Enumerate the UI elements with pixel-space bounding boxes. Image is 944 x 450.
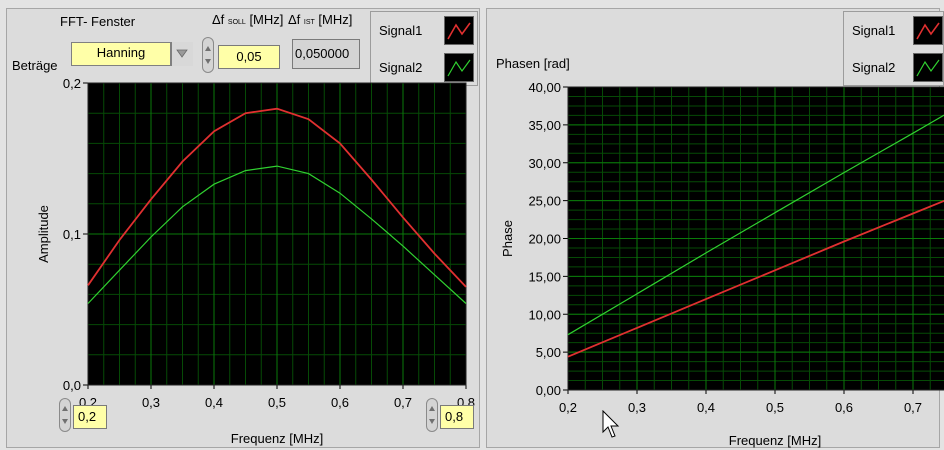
y-tick-label: 20,00 bbox=[528, 232, 561, 247]
y-tick-label: 25,00 bbox=[528, 194, 561, 209]
x-tick-label: 0,3 bbox=[142, 395, 160, 410]
y-tick-label: 5,00 bbox=[536, 345, 561, 360]
y-tick-label: 40,00 bbox=[528, 80, 561, 95]
x-tick-label: 0,5 bbox=[766, 400, 784, 415]
legend-item-signal2[interactable]: Signal2 bbox=[844, 50, 943, 86]
delta-f-soll-input[interactable]: 0,05 bbox=[218, 45, 280, 69]
y-tick-label: 0,1 bbox=[63, 227, 81, 242]
x-tick-label: 0,7 bbox=[904, 400, 922, 415]
x-tick-label: 0,4 bbox=[697, 400, 715, 415]
plot-frame bbox=[87, 82, 467, 386]
x-tick-label: 0,7 bbox=[394, 395, 412, 410]
y-tick-label: 30,00 bbox=[528, 156, 561, 171]
fft-window-ring[interactable]: Hanning bbox=[71, 42, 171, 66]
y-axis-label: Amplitude bbox=[36, 205, 51, 263]
x-axis-label: Frequenz [MHz] bbox=[231, 431, 323, 446]
amplitude-chart: 0,2 0,3 0,4 0,5 0,6 0,7 0,8 0,0 0,1 0,2 Frequenz [… bbox=[36, 76, 475, 446]
mouse-cursor-icon bbox=[602, 410, 620, 438]
y-tick-label: 0,0 bbox=[63, 378, 81, 393]
x-tick-label: 0,6 bbox=[331, 395, 349, 410]
chevron-down-icon bbox=[176, 49, 188, 58]
fft-window-dropdown-arrow[interactable] bbox=[171, 42, 193, 66]
spinner-arrows-icon bbox=[62, 406, 68, 424]
y-tick-label: 0,2 bbox=[63, 76, 81, 91]
x-tick-label: 0,6 bbox=[835, 400, 853, 415]
spinner-arrows-icon bbox=[429, 406, 435, 424]
signal1-line-icon bbox=[913, 16, 943, 45]
x-min-spinner[interactable] bbox=[59, 398, 71, 432]
series-line-signal2 bbox=[87, 165, 467, 304]
signal2-line-icon bbox=[444, 53, 474, 82]
x-tick-label: 0,2 bbox=[559, 400, 577, 415]
series-line-signal1 bbox=[87, 107, 467, 288]
delta-f-ist-label: Δf IST [MHz] bbox=[288, 12, 353, 27]
betrage-label: Beträge bbox=[12, 58, 58, 73]
plot-frame bbox=[567, 86, 944, 391]
y-tick-label: 0,00 bbox=[536, 383, 561, 398]
series-line-signal2 bbox=[567, 114, 944, 336]
y-tick-label: 10,00 bbox=[528, 307, 561, 322]
x-tick-label: 0,3 bbox=[628, 400, 646, 415]
x-axis-label: Frequenz [MHz] bbox=[729, 433, 821, 448]
y-axis-label: Phase bbox=[500, 220, 515, 257]
delta-f-ist-readout: 0,050000 bbox=[292, 39, 360, 69]
legend-item-signal1[interactable]: Signal1 bbox=[844, 13, 943, 49]
legend-item-signal2[interactable]: Signal2 bbox=[371, 50, 477, 86]
y-tick-label: 15,00 bbox=[528, 269, 561, 284]
delta-f-soll-label: Δf SOLL [MHz] bbox=[212, 12, 284, 27]
phase-chart: 0,20,30,40,50,60,70,80,005,0010,0015,002… bbox=[500, 80, 944, 448]
fft-window-value: Hanning bbox=[96, 45, 146, 60]
spinner-arrows-icon bbox=[205, 46, 211, 64]
phase-chart-title: Phasen [rad] bbox=[496, 56, 570, 71]
fft-window-label: FFT- Fenster bbox=[60, 14, 136, 29]
y-tick-label: 35,00 bbox=[528, 118, 561, 133]
x-min-input[interactable]: 0,2 bbox=[73, 405, 107, 429]
x-max-spinner[interactable] bbox=[426, 398, 438, 432]
phase-legend: Signal1 Signal2 bbox=[843, 11, 944, 86]
signal2-line-icon bbox=[913, 53, 943, 82]
amplitude-legend: Signal1 Signal2 bbox=[370, 11, 478, 86]
x-tick-label: 0,5 bbox=[268, 395, 286, 410]
delta-f-soll-spinner[interactable] bbox=[202, 37, 214, 73]
legend-item-signal1[interactable]: Signal1 bbox=[371, 13, 477, 49]
signal1-line-icon bbox=[444, 16, 474, 45]
x-tick-label: 0,4 bbox=[205, 395, 223, 410]
series-line-signal1 bbox=[567, 199, 944, 358]
x-max-input[interactable]: 0,8 bbox=[440, 405, 474, 429]
